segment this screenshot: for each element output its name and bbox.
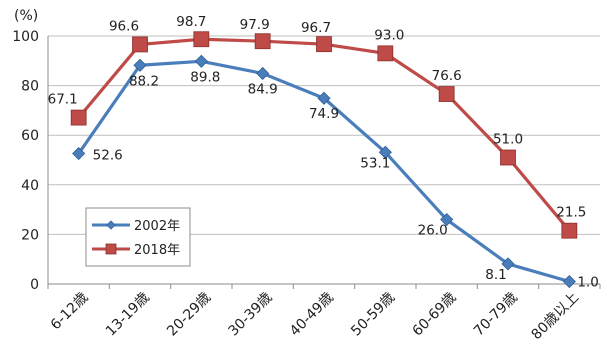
series-point-2018年-1	[132, 36, 148, 53]
series-point-2018年-5	[377, 45, 394, 62]
data-label-2018年-7: 51.0	[493, 132, 523, 148]
legend: 2002年 2018年	[85, 207, 191, 267]
data-label-2002年-5: 53.1	[360, 155, 390, 171]
y-tick-label-40: 40	[21, 178, 39, 194]
x-tick-label-4: 40-49歳	[287, 290, 337, 340]
series-point-2018年-4	[316, 36, 332, 53]
data-labels: 52.6 88.2 89.8 84.9 74.9 53.1 26.0 8.1 1.0 67.1 96…	[48, 14, 599, 290]
series-point-2002年-5	[378, 145, 392, 159]
series-point-2002年-0	[72, 146, 86, 161]
legend-marker-2002年	[106, 220, 116, 230]
x-tick-label-6: 60-69歳	[410, 290, 460, 340]
data-label-2002年-0: 52.6	[93, 148, 123, 164]
series-2002年	[72, 54, 576, 289]
data-label-2002年-6: 26.0	[418, 223, 448, 239]
legend-label-2018年: 2018年	[134, 243, 180, 258]
data-label-2018年-5: 93.0	[374, 27, 404, 43]
legend-marker-2018年	[105, 243, 117, 255]
x-tick-label-7: 70-79歳	[471, 290, 521, 340]
series-point-2018年-3	[254, 33, 271, 50]
y-unit-label: (%)	[14, 8, 38, 24]
series-point-2002年-3	[256, 66, 270, 81]
series-point-2002年-2	[194, 54, 208, 68]
data-label-2002年-8: 1.0	[577, 275, 598, 291]
series-point-2018年-8	[561, 222, 578, 239]
x-tick-label-8: 80歳以上	[529, 290, 583, 344]
x-tick-label-2: 20-29歳	[164, 290, 214, 340]
y-tick-label-0: 0	[30, 277, 39, 293]
data-label-2002年-4: 74.9	[309, 106, 339, 122]
x-tick-label-1: 13-19歳	[103, 290, 153, 340]
data-label-2018年-0: 67.1	[48, 92, 78, 108]
data-label-2018年-2: 98.7	[176, 14, 206, 30]
y-tick-label-100: 100	[12, 29, 39, 45]
data-label-2002年-1: 88.2	[129, 73, 159, 89]
x-tick-label-0: 6-12歳	[48, 290, 92, 334]
series-layer	[70, 31, 578, 289]
data-label-2002年-7: 8.1	[485, 267, 506, 283]
series-point-2002年-1	[133, 58, 147, 72]
data-label-2002年-2: 89.8	[190, 69, 220, 85]
legend-label-2002年: 2002年	[134, 219, 180, 234]
series-point-2002年-4	[317, 91, 331, 105]
series-point-2002年-7	[501, 257, 515, 271]
series-point-2002年-8	[562, 274, 576, 289]
y-tick-label-20: 20	[21, 227, 39, 243]
data-label-2018年-8: 21.5	[556, 205, 586, 221]
x-tick-label-5: 50-59歳	[348, 290, 398, 340]
series-point-2018年-7	[500, 149, 516, 166]
data-label-2018年-6: 76.6	[432, 68, 462, 84]
series-point-2018年-2	[193, 31, 210, 48]
data-label-2018年-3: 97.9	[240, 17, 270, 33]
series-point-2002年-6	[440, 212, 454, 227]
axes: 0 20 40 60 80 100 (%) 6-12歳 13-19歳 20-29歳 30-39歳 40…	[12, 8, 601, 344]
x-tick-label-3: 30-39歳	[226, 290, 276, 340]
series-point-2018年-6	[438, 86, 455, 102]
data-label-2018年-4: 96.7	[301, 20, 331, 36]
series-2018年	[70, 31, 578, 239]
data-label-2002年-3: 84.9	[248, 81, 278, 97]
y-tick-label-80: 80	[21, 79, 39, 95]
data-label-2018年-1: 96.6	[109, 18, 139, 34]
y-tick-label-60: 60	[21, 128, 39, 144]
legend-box	[85, 207, 191, 267]
series-point-2018年-0	[70, 109, 87, 126]
